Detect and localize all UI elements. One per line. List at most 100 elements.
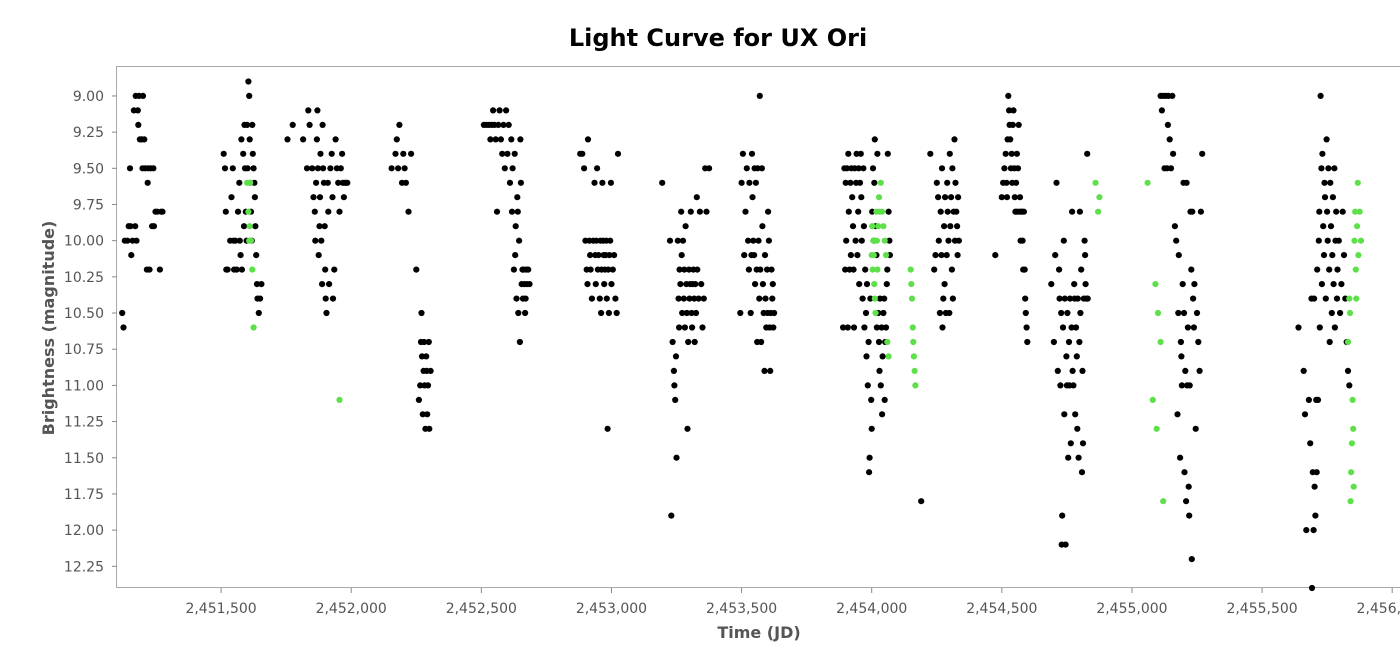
data-point-black — [856, 179, 864, 186]
data-point-black — [311, 208, 318, 215]
data-point-black — [1177, 338, 1184, 346]
data-point-green — [1346, 309, 1354, 317]
data-point-black — [324, 179, 331, 186]
data-point-black — [858, 194, 865, 201]
data-point-black — [400, 150, 407, 157]
data-point-black — [1068, 324, 1075, 331]
data-point-black — [592, 281, 599, 288]
data-point-black — [1059, 512, 1066, 519]
data-point-black — [614, 150, 622, 157]
data-point-black — [396, 121, 403, 128]
data-point-black — [246, 92, 253, 99]
data-point-black — [1052, 252, 1059, 259]
data-point-black — [676, 324, 683, 331]
data-point-black — [1186, 382, 1193, 389]
data-point-black — [1322, 295, 1329, 302]
data-point-black — [860, 223, 868, 230]
data-point-black — [1326, 266, 1333, 273]
data-point-green — [910, 353, 918, 360]
data-point-green — [869, 266, 876, 273]
data-point-black — [1006, 107, 1013, 114]
data-point-black — [1300, 367, 1307, 374]
data-points — [119, 78, 1365, 592]
data-point-black — [1330, 281, 1337, 288]
data-point-black — [250, 165, 257, 172]
data-point-black — [388, 165, 395, 172]
data-point-black — [506, 179, 514, 186]
data-point-black — [249, 121, 256, 128]
data-point-black — [598, 309, 605, 317]
data-point-black — [337, 165, 344, 172]
data-point-black — [1170, 150, 1177, 157]
data-point-black — [1321, 194, 1329, 201]
data-point-black — [1339, 208, 1346, 215]
data-point-black — [940, 295, 947, 302]
data-point-black — [141, 136, 148, 143]
data-point-black — [159, 208, 166, 215]
data-point-black — [516, 237, 523, 244]
data-point-black — [1303, 527, 1310, 534]
data-point-black — [1073, 353, 1080, 360]
data-point-black — [949, 165, 956, 172]
data-point-black — [1189, 208, 1196, 215]
data-point-black — [1003, 179, 1010, 186]
data-point-black — [680, 295, 687, 302]
data-point-black — [606, 252, 613, 259]
data-point-black — [1314, 396, 1322, 403]
data-point-black — [761, 252, 769, 259]
data-point-black — [492, 136, 499, 143]
data-point-black — [755, 237, 762, 244]
data-point-black — [1190, 324, 1197, 331]
data-point-black — [336, 208, 343, 215]
data-point-black — [945, 237, 952, 244]
chart-title: Light Curve for UX Ori — [568, 24, 868, 52]
data-point-black — [135, 121, 142, 128]
data-point-black — [1007, 136, 1014, 143]
data-point-black — [144, 179, 151, 186]
data-point-black — [671, 382, 678, 389]
data-point-black — [845, 150, 852, 157]
data-point-black — [696, 208, 704, 215]
data-point-black — [685, 266, 693, 273]
data-point-black — [332, 136, 339, 143]
x-tick-label: 2,454,500 — [966, 601, 1037, 617]
data-point-black — [675, 295, 682, 302]
data-point-green — [1354, 223, 1361, 230]
data-point-black — [1305, 396, 1312, 403]
data-point-black — [503, 107, 510, 114]
data-point-black — [862, 266, 869, 273]
data-point-black — [1048, 281, 1055, 288]
data-point-black — [419, 411, 426, 418]
x-tick-label: 2,451,500 — [185, 601, 256, 617]
data-point-black — [1075, 454, 1082, 461]
data-point-black — [1317, 92, 1324, 99]
data-point-black — [236, 179, 243, 186]
data-point-black — [1071, 281, 1078, 288]
data-point-black — [682, 223, 689, 230]
data-point-black — [289, 121, 296, 128]
data-point-black — [505, 121, 512, 128]
data-point-black — [508, 136, 515, 143]
data-point-black — [881, 295, 888, 302]
data-point-black — [944, 179, 951, 186]
data-point-black — [771, 309, 778, 317]
data-point-black — [842, 179, 849, 186]
data-point-black — [1067, 440, 1074, 447]
data-point-black — [843, 165, 851, 172]
data-point-black — [1062, 541, 1069, 548]
data-point-black — [133, 237, 140, 244]
data-point-black — [516, 338, 524, 346]
data-point-black — [313, 136, 320, 143]
data-point-black — [402, 179, 409, 186]
data-point-green — [882, 252, 890, 259]
data-point-black — [408, 150, 415, 157]
data-point-black — [1057, 382, 1064, 389]
x-tick-label: 2,455,500 — [1226, 601, 1297, 617]
x-tick-label: 2,456,000 — [1357, 601, 1400, 617]
data-point-black — [689, 324, 696, 331]
data-point-black — [314, 165, 321, 172]
data-point-black — [319, 281, 326, 288]
data-point-black — [1015, 121, 1022, 128]
data-point-black — [868, 396, 875, 403]
